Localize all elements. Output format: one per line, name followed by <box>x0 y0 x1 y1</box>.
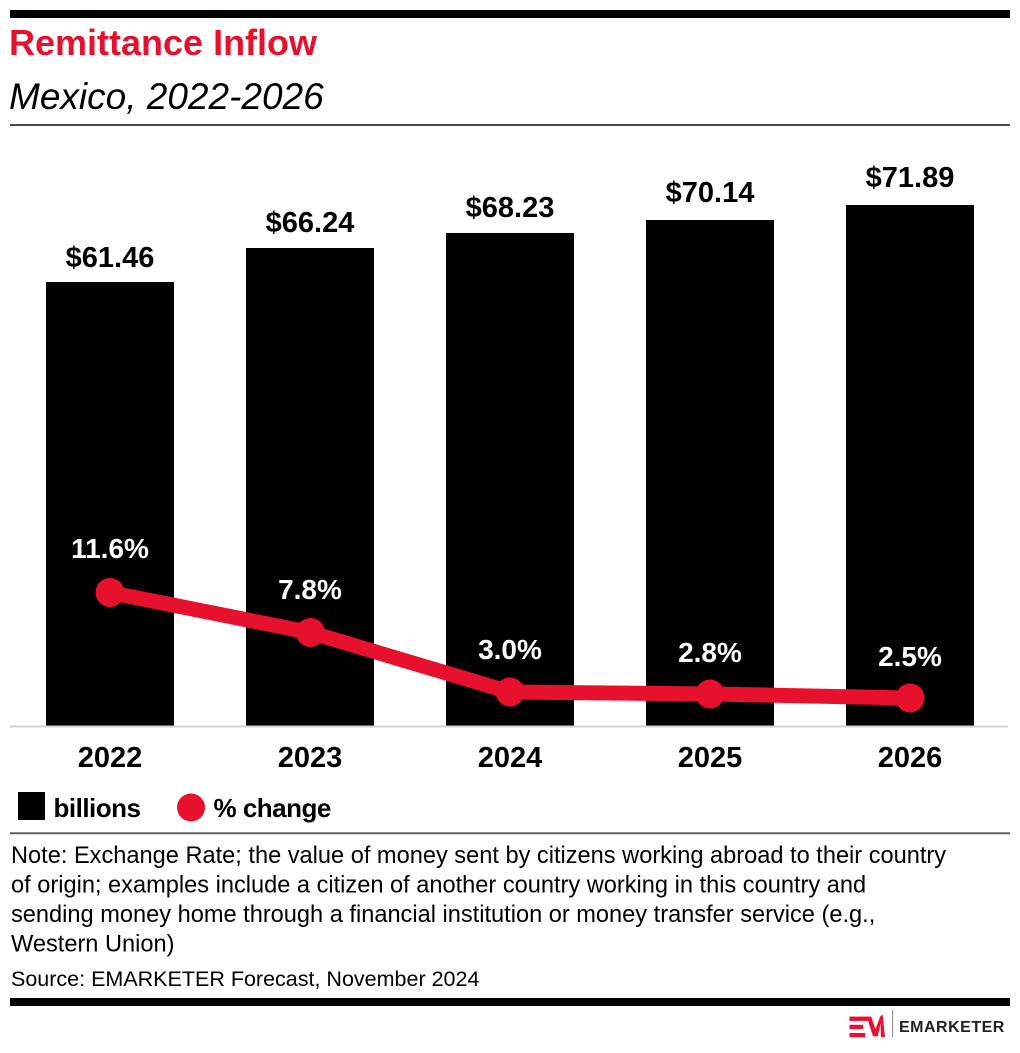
svg-text:$71.89: $71.89 <box>866 162 955 194</box>
svg-text:Remittance Inflow: Remittance Inflow <box>9 22 318 63</box>
svg-text:3.0%: 3.0% <box>478 634 542 665</box>
svg-text:2026: 2026 <box>878 742 943 774</box>
svg-text:$61.46: $61.46 <box>66 242 155 274</box>
svg-text:7.8%: 7.8% <box>278 574 342 605</box>
svg-text:2.5%: 2.5% <box>878 641 942 672</box>
svg-text:Western Union): Western Union) <box>11 932 174 958</box>
svg-text:Mexico, 2022-2026: Mexico, 2022-2026 <box>9 76 324 117</box>
svg-text:EMARKETER: EMARKETER <box>899 1019 1005 1036</box>
svg-text:of origin; examples include a: of origin; examples include a citizen of… <box>11 873 866 899</box>
svg-text:2024: 2024 <box>478 742 543 774</box>
svg-text:Note: Exchange Rate; the value: Note: Exchange Rate; the value of money … <box>11 843 946 869</box>
svg-text:$68.23: $68.23 <box>466 192 555 224</box>
svg-text:$70.14: $70.14 <box>666 177 755 209</box>
svg-text:2.8%: 2.8% <box>678 637 742 668</box>
svg-text:sending money home through a f: sending money home through a financial i… <box>11 902 875 928</box>
svg-text:2022: 2022 <box>78 742 143 774</box>
svg-text:$66.24: $66.24 <box>266 207 355 239</box>
svg-text:2025: 2025 <box>678 742 743 774</box>
svg-text:Source: EMARKETER Forecast, No: Source: EMARKETER Forecast, November 202… <box>11 967 479 991</box>
svg-text:2023: 2023 <box>278 742 343 774</box>
svg-text:11.6%: 11.6% <box>71 533 149 564</box>
svg-text:% change: % change <box>214 793 331 823</box>
svg-text:billions: billions <box>54 793 141 823</box>
